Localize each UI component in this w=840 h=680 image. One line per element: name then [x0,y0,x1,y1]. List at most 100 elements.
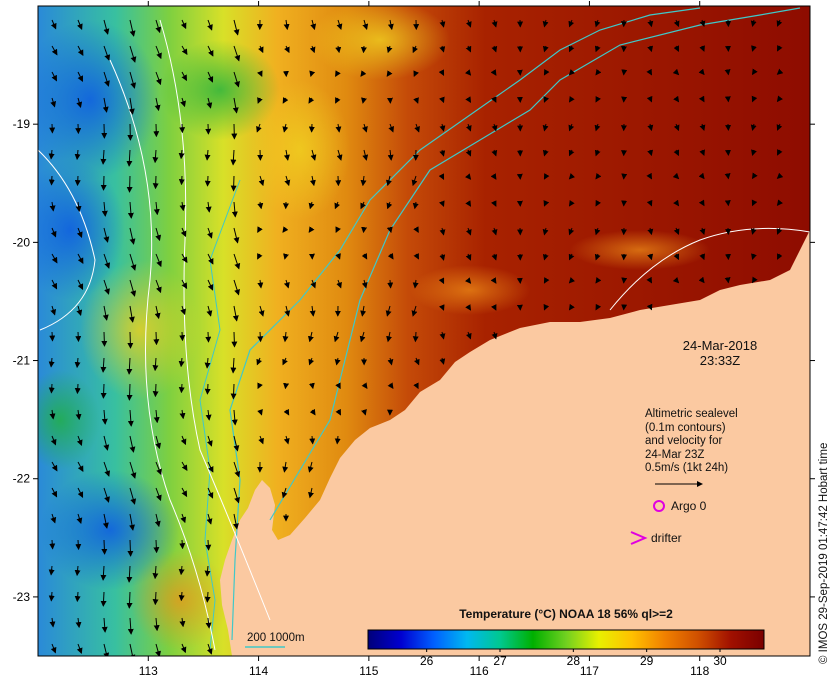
velocity-arrow [465,277,472,284]
velocity-arrow [336,19,343,31]
velocity-arrow [411,175,418,187]
velocity-arrow [207,487,214,499]
velocity-arrow [387,357,394,366]
velocity-arrow [309,45,316,54]
velocity-arrow [776,199,783,206]
y-tick-label: -21 [13,354,31,368]
cool-patch [40,470,180,590]
velocity-arrow [465,19,472,28]
velocity-arrow [204,591,211,603]
velocity-arrow [465,96,472,103]
velocity-arrow [205,331,212,343]
velocity-arrow [335,408,341,416]
velocity-arrow [543,277,550,284]
velocity-arrow [542,19,549,28]
velocity-arrow [100,591,107,607]
velocity-arrow [127,201,134,219]
velocity-arrow [155,45,162,60]
velocity-arrow [699,19,706,28]
x-tick-label: 116 [470,664,489,678]
velocity-arrow [438,173,445,180]
velocity-arrow [361,382,368,390]
velocity-arrow [48,383,55,394]
warm-patch [410,265,530,315]
velocity-arrow [309,70,316,78]
velocity-arrow [333,331,340,343]
velocity-arrow [750,227,757,235]
velocity-arrow [155,227,162,242]
velocity-arrow [388,123,394,133]
velocity-arrow [74,149,81,161]
velocity-arrow [777,44,783,52]
velocity-arrow [673,253,680,261]
velocity-arrow [103,71,110,87]
velocity-arrow [310,149,317,161]
x-tick-label: 118 [690,664,709,678]
velocity-arrow [646,303,653,311]
velocity-arrow [283,435,290,445]
velocity-arrow [751,149,757,156]
velocity-arrow [153,201,160,216]
velocity-arrow [412,331,419,343]
velocity-arrow [127,617,134,635]
velocity-arrow [490,69,497,76]
velocity-arrow [465,253,472,261]
velocity-arrow [542,253,549,261]
velocity-arrow [543,96,550,103]
velocity-arrow [673,95,680,103]
velocity-arrow [76,305,83,317]
velocity-arrow [126,565,133,583]
velocity-arrow [103,461,111,477]
velocity-arrow [101,539,108,555]
velocity-arrow [207,279,214,291]
velocity-arrow [152,357,159,372]
velocity-arrow [257,331,264,343]
velocity-arrow [568,19,575,28]
velocity-arrow [413,97,419,104]
velocity-arrow [283,253,289,260]
velocity-arrow [438,200,445,208]
velocity-arrow [155,461,162,476]
velocity-arrow [673,149,680,157]
x-tick-label: 117 [580,664,599,678]
velocity-arrow [465,45,472,53]
velocity-arrow [100,175,107,191]
velocity-arrow [179,617,186,628]
velocity-arrow [412,279,419,289]
velocity-arrow [179,409,186,420]
velocity-arrow [231,331,238,348]
velocity-arrow [74,383,81,395]
velocity-arrow [568,253,575,261]
velocity-arrow [646,172,652,180]
velocity-arrow [646,68,652,76]
velocity-arrow [258,305,265,317]
velocity-arrow [49,617,56,628]
velocity-arrow [595,68,602,76]
velocity-arrow [387,149,394,161]
velocity-arrow [103,279,110,295]
velocity-arrow [282,357,288,366]
velocity-arrow [309,175,316,187]
velocity-arrow [50,227,57,238]
velocity-arrow [101,617,108,633]
velocity-arrow [360,175,367,187]
velocity-arrow [154,305,161,320]
velocity-arrow [154,97,161,112]
velocity-arrow [75,409,82,421]
velocity-arrow [181,279,188,290]
cool-patch [160,40,280,140]
velocity-arrow [751,68,758,76]
velocity-arrow [465,304,472,311]
velocity-arrow [77,71,83,82]
velocity-arrow [179,331,186,342]
velocity-arrow [76,435,83,447]
y-tick-label: -20 [13,235,31,249]
velocity-arrow [698,68,705,76]
velocity-arrow [465,200,472,207]
velocity-arrow [152,149,159,164]
velocity-arrow [281,487,288,499]
sealevel-contour [159,19,271,621]
velocity-arrow [594,123,601,132]
velocity-arrow [412,45,418,54]
